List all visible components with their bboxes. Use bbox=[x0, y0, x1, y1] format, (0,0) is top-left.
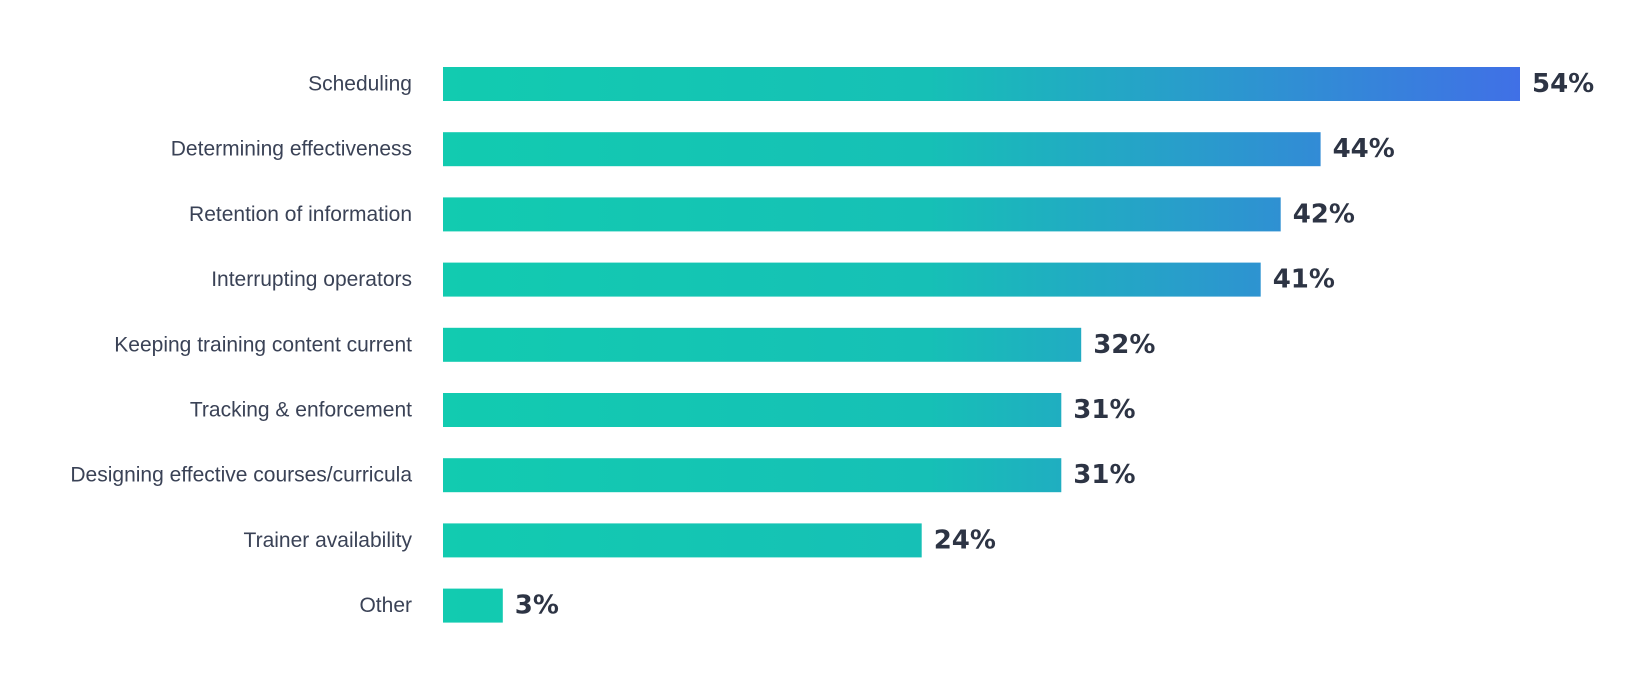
bar-4 bbox=[443, 327, 1082, 362]
category-label: Tracking & enforcement bbox=[190, 399, 412, 422]
value-label: 42% bbox=[1293, 199, 1355, 229]
bars-group bbox=[443, 67, 1520, 623]
value-label: 54% bbox=[1532, 69, 1594, 99]
value-label: 24% bbox=[934, 525, 996, 555]
value-label: 41% bbox=[1273, 265, 1335, 295]
bar-1 bbox=[443, 132, 1321, 167]
value-label: 3% bbox=[515, 591, 559, 621]
value-label: 32% bbox=[1093, 330, 1155, 360]
category-label: Other bbox=[359, 594, 412, 617]
category-labels: Scheduling Determining effectiveness Reten… bbox=[70, 73, 412, 618]
category-label: Interrupting operators bbox=[211, 268, 412, 291]
bar-8 bbox=[443, 588, 503, 623]
value-label: 31% bbox=[1073, 460, 1135, 490]
value-label: 31% bbox=[1073, 395, 1135, 425]
bar-6 bbox=[443, 458, 1062, 493]
bar-7 bbox=[443, 523, 922, 558]
category-label: Retention of information bbox=[189, 203, 412, 226]
category-label: Keeping training content current bbox=[114, 333, 412, 356]
category-label: Designing effective courses/curricula bbox=[70, 464, 412, 487]
bar-5 bbox=[443, 393, 1062, 427]
bar-0 bbox=[443, 67, 1520, 101]
category-label: Scheduling bbox=[308, 73, 412, 96]
category-label: Trainer availability bbox=[244, 529, 413, 552]
bar-2 bbox=[443, 197, 1281, 232]
category-label: Determining effectiveness bbox=[171, 138, 412, 161]
value-labels: 54% 44% 42% 41% 32% 31% 31% 24% 3% bbox=[515, 69, 1594, 621]
value-label: 44% bbox=[1333, 134, 1395, 164]
bar-3 bbox=[443, 262, 1261, 297]
